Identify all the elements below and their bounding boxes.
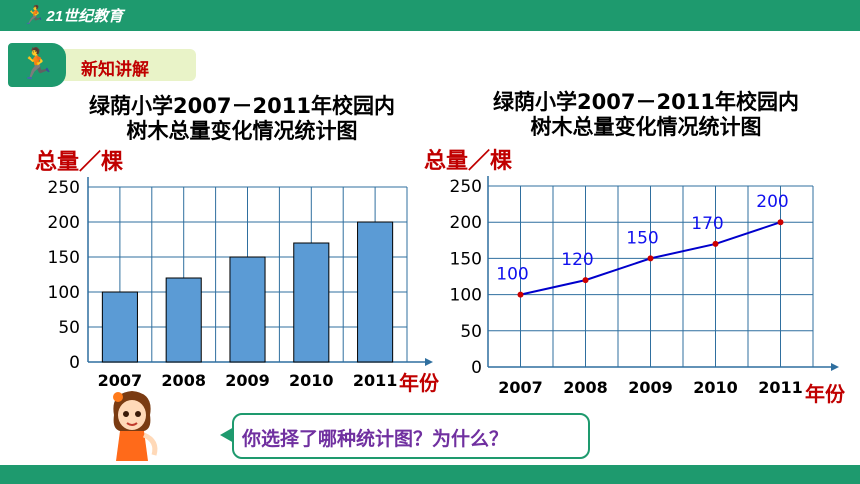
header-bar: 🏃 21世纪教育 xyxy=(0,0,860,31)
bar xyxy=(165,277,202,363)
x-tick-label: 2008 xyxy=(161,371,206,390)
y-tick-label: 250 xyxy=(450,177,482,197)
x-tick-label: 2007 xyxy=(498,378,543,397)
x-tick-label: 2011 xyxy=(758,378,803,397)
data-label: 200 xyxy=(756,192,788,212)
x-tick-label: 2011 xyxy=(353,371,398,390)
data-label: 100 xyxy=(496,265,528,285)
brand-logo: 🏃 21世纪教育 xyxy=(22,3,123,27)
y-tick-label: 250 xyxy=(48,178,80,198)
y-tick-label: 100 xyxy=(48,283,80,303)
line-chart-title: 绿荫小学2007－2011年校园内 树木总量变化情况统计图 xyxy=(466,90,826,140)
bar xyxy=(357,221,394,363)
x-tick-label: 2009 xyxy=(225,371,270,390)
data-label: 170 xyxy=(691,214,723,234)
y-tick-label: 0 xyxy=(471,358,482,378)
x-axis-arrow xyxy=(425,358,433,366)
data-label: 150 xyxy=(626,228,658,248)
bar xyxy=(229,256,266,363)
line-chart-xlabel: 年份 xyxy=(805,382,845,406)
y-tick-label: 150 xyxy=(48,248,80,268)
data-point xyxy=(777,219,784,226)
logo-text: 21世纪教育 xyxy=(46,7,124,25)
runner-icon: 🏃 xyxy=(22,4,45,25)
bar xyxy=(293,242,330,363)
data-point xyxy=(582,277,589,284)
y-tick-label: 50 xyxy=(58,318,80,338)
bar-chart-xlabel: 年份 xyxy=(399,371,439,395)
bar-chart: 0 50 100 150 200 250 2007 2008 2009 2010 2011 xyxy=(48,177,433,390)
bar xyxy=(101,291,138,363)
runner-icon: 🏃 xyxy=(8,43,66,87)
girl-mascot-icon xyxy=(113,391,158,461)
x-tick-label: 2009 xyxy=(628,378,673,397)
x-tick-label: 2010 xyxy=(693,378,738,397)
question-text: 你选择了哪种统计图？为什么？ xyxy=(242,428,509,450)
y-tick-label: 200 xyxy=(48,213,80,233)
data-point xyxy=(517,291,524,298)
section-label: 新知讲解 xyxy=(81,60,149,80)
line-chart-title-line2: 树木总量变化情况统计图 xyxy=(530,115,762,139)
line-chart-ylabel: 总量／棵 xyxy=(424,149,513,174)
bar-chart-title-line1: 绿荫小学2007－2011年校园内 xyxy=(89,94,395,118)
y-tick-label: 0 xyxy=(69,353,80,373)
footer-bar xyxy=(0,465,860,484)
y-tick-label: 200 xyxy=(450,213,482,233)
y-tick-label: 50 xyxy=(460,322,482,342)
bar-chart-ylabel: 总量／棵 xyxy=(35,150,124,175)
x-tick-label: 2008 xyxy=(563,378,608,397)
data-point xyxy=(647,255,654,262)
line-chart: 0 50 100 150 200 250 100 120 150 170 200 2007 2008 20… xyxy=(450,176,839,397)
x-tick-label: 2007 xyxy=(98,371,143,390)
bar-chart-title: 绿荫小学2007－2011年校园内 树木总量变化情况统计图 xyxy=(62,94,422,144)
bubble-tail xyxy=(220,427,234,443)
x-tick-label: 2010 xyxy=(289,371,334,390)
y-tick-label: 150 xyxy=(450,249,482,269)
section-tag: 🏃 新知讲解 xyxy=(8,43,198,87)
x-axis-arrow xyxy=(831,363,839,371)
y-tick-label: 100 xyxy=(450,286,482,306)
bar-chart-title-line2: 树木总量变化情况统计图 xyxy=(126,119,358,143)
question-bubble: 你选择了哪种统计图？为什么？ xyxy=(220,413,590,459)
data-point xyxy=(712,240,719,247)
line-chart-title-line1: 绿荫小学2007－2011年校园内 xyxy=(493,90,799,114)
data-label: 120 xyxy=(561,250,593,270)
